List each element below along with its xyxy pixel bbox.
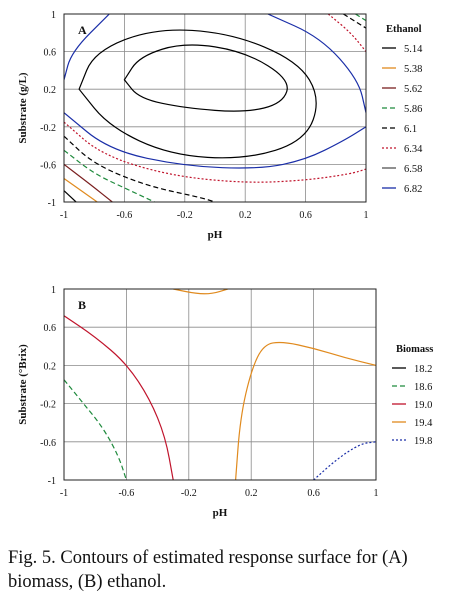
x-tick-label: 0.2 bbox=[239, 210, 252, 221]
x-tick-label: -1 bbox=[60, 210, 68, 221]
contour-panel-b: -1 -0.6 -0.2 0.2 0.6 1 1 0.6 0.2 -0.2 -0.6 -1 pH Subs… bbox=[17, 285, 433, 519]
y-axis-label: Substrate (g/L) bbox=[17, 72, 29, 144]
panel-label: B bbox=[78, 298, 86, 312]
contour-line-6-82 bbox=[123, 44, 288, 112]
contour-line-5-86 bbox=[343, 14, 366, 29]
y-tick-label: -0.2 bbox=[40, 123, 56, 134]
legend-entry: 19.0 bbox=[414, 400, 432, 411]
contour-line-6-34 bbox=[267, 14, 366, 113]
legend-entry: 18.2 bbox=[414, 364, 432, 375]
contour-line-5-38 bbox=[64, 163, 113, 202]
y-tick-label: -0.2 bbox=[40, 400, 56, 411]
contour-line-5-62 bbox=[355, 14, 366, 22]
x-tick-label: 0.6 bbox=[307, 488, 320, 499]
x-tick-label: -0.2 bbox=[181, 488, 197, 499]
plot-area bbox=[64, 289, 376, 480]
legend-entry: 5.62 bbox=[404, 84, 422, 95]
y-tick-label: -0.6 bbox=[40, 160, 56, 171]
legend-entry: 5.86 bbox=[404, 104, 422, 115]
y-tick-label: 0.2 bbox=[44, 85, 57, 96]
contour-line-5-62 bbox=[64, 149, 155, 202]
x-tick-label: -0.6 bbox=[116, 210, 132, 221]
contour-line-5-86 bbox=[64, 135, 216, 202]
x-tick-label: -0.6 bbox=[118, 488, 134, 499]
contour-panel-a: -1 -0.6 -0.2 0.2 0.6 1 1 0.6 0.2 -0.2 -0.6 -1 pH Subs… bbox=[17, 10, 423, 241]
contour-line-5-14 bbox=[64, 178, 98, 202]
y-axis-label: Substrate (°Brix) bbox=[17, 344, 29, 425]
contour-line-6-58 bbox=[78, 29, 317, 159]
contour-line-6-1 bbox=[64, 121, 366, 183]
legend-entry: 6.1 bbox=[404, 124, 417, 135]
y-tick-label: 0.2 bbox=[44, 361, 57, 372]
plot-area bbox=[64, 14, 366, 202]
legend-entry: 19.4 bbox=[414, 418, 433, 429]
legend-entry: 19.8 bbox=[414, 436, 432, 447]
y-tick-label: -1 bbox=[48, 198, 56, 209]
x-tick-label: -1 bbox=[60, 488, 68, 499]
contour-line-4-9 bbox=[64, 190, 77, 202]
y-tick-label: -0.6 bbox=[40, 438, 56, 449]
contour-line-6-34 bbox=[64, 112, 366, 169]
x-tick-label: 0.6 bbox=[299, 210, 312, 221]
legend-title: Biomass bbox=[396, 344, 433, 355]
figure-caption: Fig. 5. Contours of estimated response s… bbox=[8, 548, 408, 592]
figure-canvas: -1 -0.6 -0.2 0.2 0.6 1 1 0.6 0.2 -0.2 -0.6 -1 pH Subs… bbox=[17, 10, 433, 519]
legend-entry: 6.82 bbox=[404, 184, 422, 195]
y-tick-label: -1 bbox=[48, 476, 56, 487]
x-tick-label: 1 bbox=[374, 488, 379, 499]
y-tick-label: 1 bbox=[51, 10, 56, 21]
legend-entry: 6.34 bbox=[404, 144, 423, 155]
x-tick-label: 1 bbox=[364, 210, 369, 221]
x-axis-label: pH bbox=[213, 507, 228, 519]
y-tick-label: 1 bbox=[51, 285, 56, 296]
contour-line-6-1 bbox=[327, 14, 366, 52]
y-tick-label: 0.6 bbox=[44, 323, 57, 334]
x-tick-label: -0.2 bbox=[177, 210, 193, 221]
x-axis-label: pH bbox=[208, 229, 223, 241]
contour-line-19-4 bbox=[173, 289, 228, 295]
legend-entry: 5.38 bbox=[404, 64, 422, 75]
panel-label: A bbox=[78, 23, 87, 37]
contour-line-19-0 bbox=[64, 315, 174, 480]
legend-entry: 6.58 bbox=[404, 164, 422, 175]
legend-entry: 18.6 bbox=[414, 382, 432, 393]
legend-title: Ethanol bbox=[386, 24, 422, 35]
plot-frame bbox=[63, 288, 377, 481]
contour-line-19-4 bbox=[235, 341, 376, 480]
contour-line-6-34 bbox=[64, 14, 110, 80]
legend-entry: 5.14 bbox=[404, 44, 423, 55]
contour-line-19-8 bbox=[313, 441, 376, 480]
plot-frame bbox=[63, 13, 367, 203]
y-tick-label: 0.6 bbox=[44, 48, 57, 59]
x-tick-label: 0.2 bbox=[245, 488, 258, 499]
